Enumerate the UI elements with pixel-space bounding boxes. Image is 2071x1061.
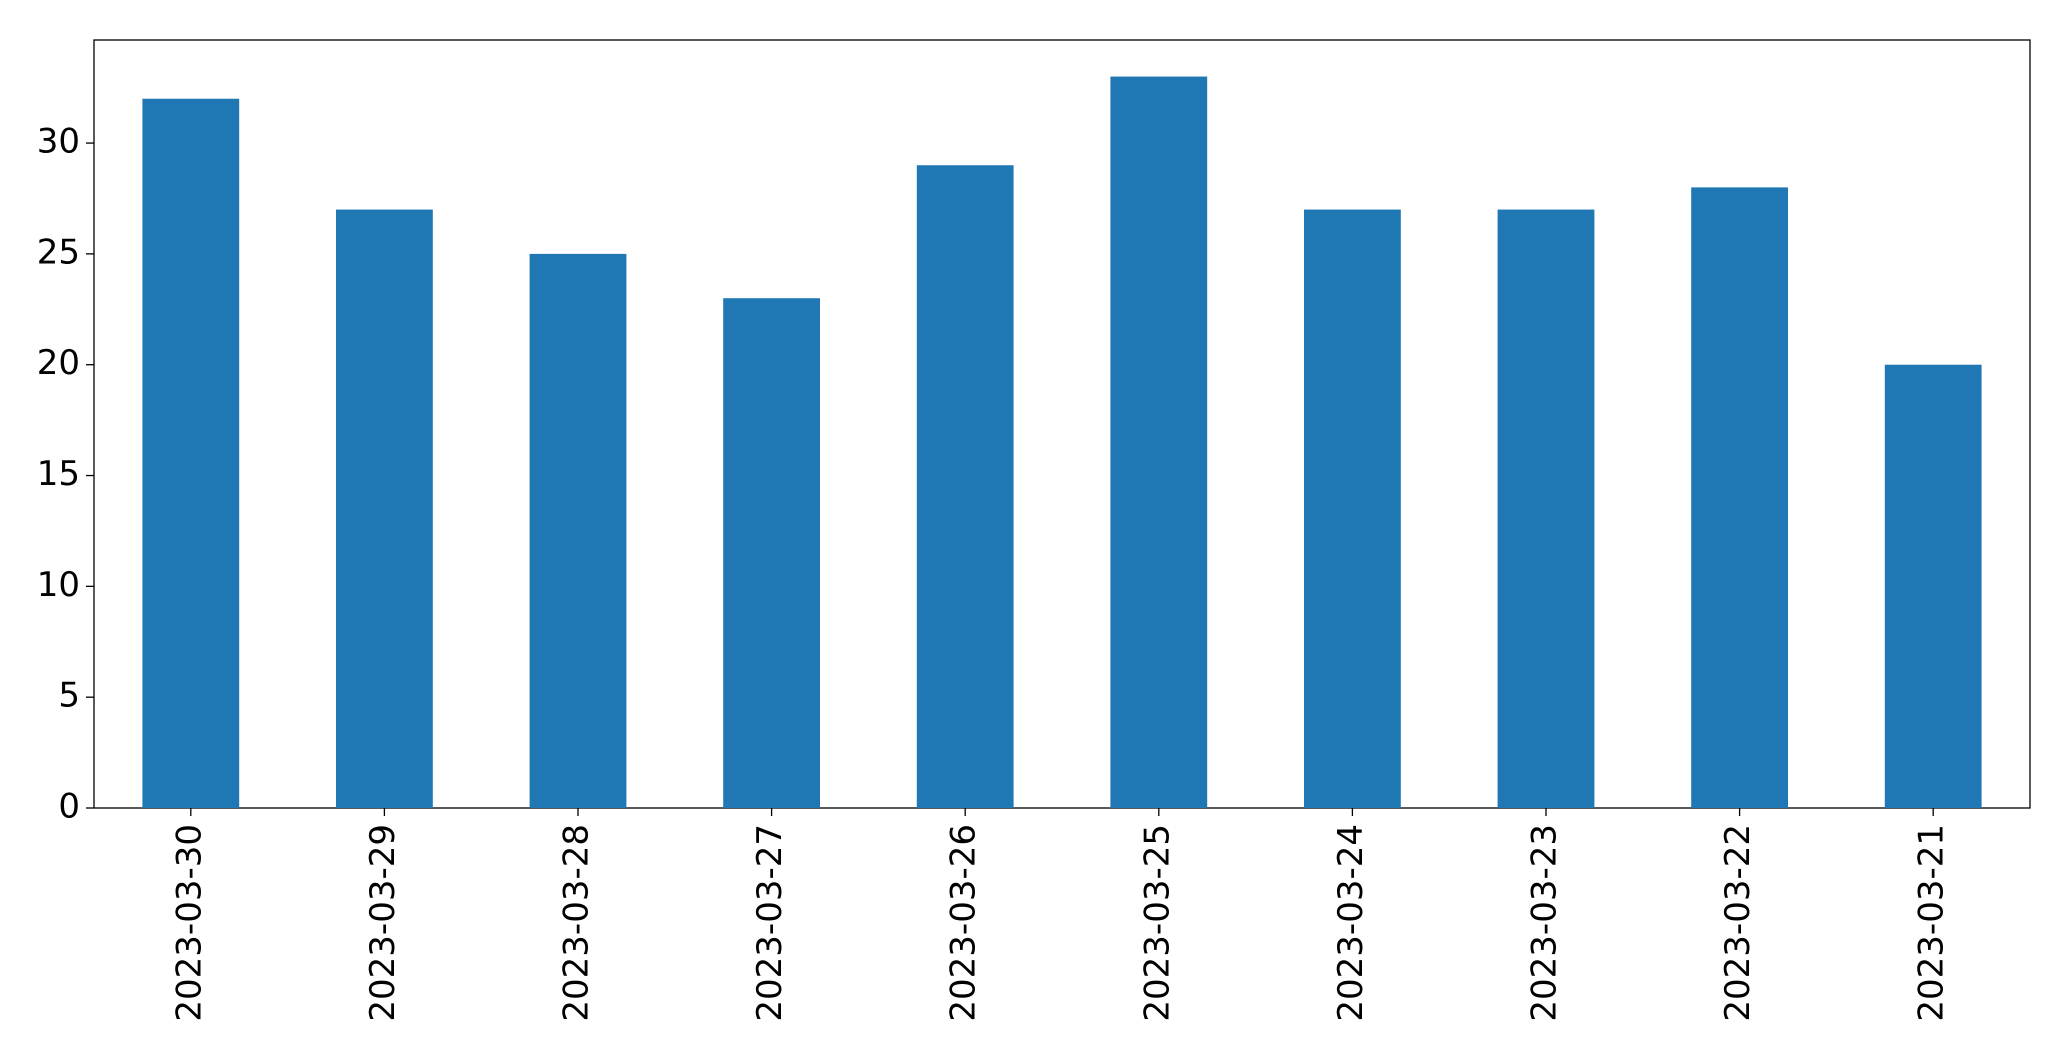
bar bbox=[916, 165, 1014, 808]
bar bbox=[336, 209, 433, 808]
x-tick-label: 2023-03-26 bbox=[944, 824, 984, 1022]
y-tick-label: 10 bbox=[37, 565, 80, 605]
y-tick-label: 25 bbox=[37, 232, 80, 272]
bar bbox=[1304, 209, 1401, 808]
x-tick-label: 2023-03-22 bbox=[1718, 824, 1758, 1022]
y-tick-label: 15 bbox=[37, 454, 80, 494]
bar bbox=[142, 98, 240, 808]
x-tick-label: 2023-03-24 bbox=[1331, 824, 1371, 1022]
x-tick-label: 2023-03-21 bbox=[1912, 824, 1952, 1022]
bar bbox=[1110, 76, 1208, 809]
bar bbox=[1497, 209, 1595, 808]
plot-frame bbox=[93, 39, 2031, 809]
x-tick-label: 2023-03-27 bbox=[750, 824, 790, 1022]
bar bbox=[529, 253, 627, 808]
y-tick-label: 30 bbox=[37, 122, 80, 162]
x-tick-label: 2023-03-23 bbox=[1525, 824, 1565, 1022]
x-tick-label: 2023-03-30 bbox=[169, 824, 209, 1022]
x-tick-label: 2023-03-28 bbox=[557, 824, 597, 1022]
bar bbox=[1691, 187, 1788, 809]
bar bbox=[723, 298, 820, 808]
bar bbox=[1884, 364, 1982, 808]
x-tick-label: 2023-03-25 bbox=[1137, 824, 1177, 1022]
x-tick-label: 2023-03-29 bbox=[363, 824, 403, 1022]
y-tick-label: 0 bbox=[58, 787, 80, 827]
y-tick-label: 20 bbox=[37, 343, 80, 383]
y-tick-label: 5 bbox=[58, 676, 80, 716]
